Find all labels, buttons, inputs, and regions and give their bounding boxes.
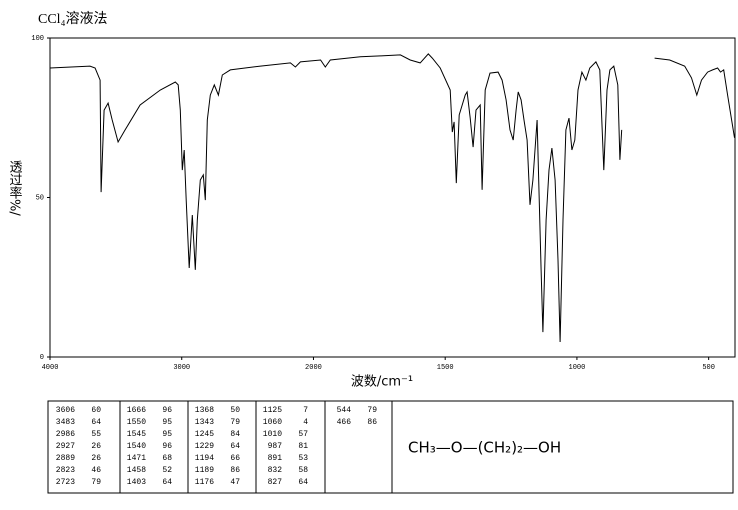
peak-transmittance: 96 <box>162 442 172 451</box>
y-tick-label: 50 <box>36 194 44 202</box>
peak-wavenumber: 1060 <box>263 418 282 427</box>
peak-wavenumber: 2889 <box>56 454 75 463</box>
peak-transmittance: 66 <box>230 454 240 463</box>
peak-transmittance: 46 <box>91 466 101 475</box>
peak-transmittance: 53 <box>298 454 308 463</box>
peak-transmittance: 95 <box>162 418 172 427</box>
peak-transmittance: 95 <box>162 430 172 439</box>
peak-transmittance: 57 <box>298 430 308 439</box>
peak-wavenumber: 1550 <box>127 418 146 427</box>
formula: CH₃—O—(CH₂)₂—OH <box>408 439 561 457</box>
x-tick-label: 1500 <box>437 364 454 372</box>
peak-wavenumber: 1229 <box>195 442 214 451</box>
peak-transmittance: 64 <box>230 442 240 451</box>
peak-transmittance: 64 <box>162 478 172 487</box>
peak-transmittance: 86 <box>230 466 240 475</box>
peak-wavenumber: 1666 <box>127 406 146 415</box>
peak-transmittance: 81 <box>298 442 308 451</box>
peak-transmittance: 86 <box>367 418 377 427</box>
x-tick-label: 500 <box>702 364 715 372</box>
peak-transmittance: 47 <box>230 478 240 487</box>
peak-wavenumber: 1176 <box>195 478 214 487</box>
table-frame <box>47 400 734 494</box>
peak-transmittance: 64 <box>298 478 308 487</box>
peak-wavenumber: 1189 <box>195 466 214 475</box>
peak-transmittance: 68 <box>162 454 172 463</box>
peak-transmittance: 79 <box>367 406 377 415</box>
peak-transmittance: 79 <box>91 478 101 487</box>
peak-transmittance: 64 <box>91 418 101 427</box>
peak-wavenumber: 1245 <box>195 430 214 439</box>
peak-wavenumber: 1403 <box>127 478 146 487</box>
peak-wavenumber: 1010 <box>263 430 282 439</box>
peak-wavenumber: 1540 <box>127 442 146 451</box>
peak-wavenumber: 1194 <box>195 454 214 463</box>
peak-transmittance: 79 <box>230 418 240 427</box>
peak-wavenumber: 2986 <box>56 430 75 439</box>
peak-wavenumber: 832 <box>268 466 283 475</box>
peak-wavenumber: 1125 <box>263 406 282 415</box>
peak-wavenumber: 466 <box>337 418 352 427</box>
peak-transmittance: 4 <box>303 418 308 427</box>
peak-wavenumber: 1343 <box>195 418 214 427</box>
peak-transmittance: 52 <box>162 466 172 475</box>
peak-transmittance: 60 <box>91 406 101 415</box>
x-axis-label: 波数/cm⁻¹ <box>351 375 413 390</box>
peak-wavenumber: 2723 <box>56 478 75 487</box>
y-tick-label: 0 <box>40 354 44 362</box>
peak-wavenumber: 1458 <box>127 466 146 475</box>
peak-wavenumber: 1471 <box>127 454 146 463</box>
peak-transmittance: 55 <box>91 430 101 439</box>
peak-wavenumber: 1368 <box>195 406 214 415</box>
peak-transmittance: 96 <box>162 406 172 415</box>
x-tick-label: 4000 <box>42 364 59 372</box>
spectrum-line <box>49 53 735 343</box>
peak-wavenumber: 2823 <box>56 466 75 475</box>
peak-wavenumber: 827 <box>268 478 283 487</box>
peak-wavenumber: 1545 <box>127 430 146 439</box>
plot-frame <box>49 37 736 358</box>
peak-transmittance: 7 <box>303 406 308 415</box>
peak-wavenumber: 3606 <box>56 406 75 415</box>
peak-transmittance: 50 <box>230 406 240 415</box>
peak-wavenumber: 987 <box>268 442 283 451</box>
x-tick-label: 1000 <box>569 364 586 372</box>
peak-wavenumber: 544 <box>337 406 352 415</box>
x-tick-label: 2000 <box>305 364 322 372</box>
peak-transmittance: 26 <box>91 442 101 451</box>
y-tick-label: 100 <box>31 35 44 43</box>
peak-wavenumber: 3483 <box>56 418 75 427</box>
y-axis-label: 透过率%/ <box>7 160 23 216</box>
peak-wavenumber: 891 <box>268 454 283 463</box>
peak-transmittance: 84 <box>230 430 240 439</box>
chart-title: CCl₄溶液法 <box>38 11 107 27</box>
peak-transmittance: 58 <box>298 466 308 475</box>
peak-wavenumber: 2927 <box>56 442 75 451</box>
x-tick-label: 3000 <box>173 364 190 372</box>
peak-transmittance: 26 <box>91 454 101 463</box>
